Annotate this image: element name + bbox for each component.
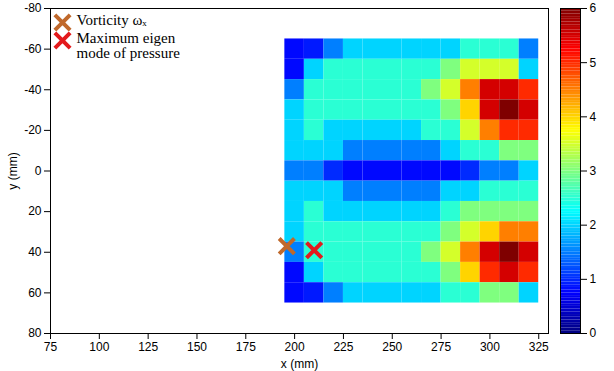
svg-text:225: 225 [333, 340, 353, 354]
svg-text:6: 6 [590, 1, 597, 15]
svg-text:125: 125 [138, 340, 158, 354]
svg-text:y (mm): y (mm) [6, 152, 20, 189]
svg-text:200: 200 [285, 340, 305, 354]
svg-text:2: 2 [590, 218, 597, 232]
svg-text:4: 4 [590, 110, 597, 124]
svg-text:300: 300 [480, 340, 500, 354]
svg-text:250: 250 [382, 340, 402, 354]
svg-text:3: 3 [590, 164, 597, 178]
svg-text:5: 5 [590, 56, 597, 70]
svg-text:40: 40 [28, 245, 42, 259]
svg-text:Maximum eigenmode of pressure: Maximum eigenmode of pressure [77, 30, 181, 61]
svg-text:0: 0 [35, 164, 42, 178]
svg-text:0: 0 [590, 326, 597, 340]
svg-text:175: 175 [236, 340, 256, 354]
svg-text:1: 1 [590, 272, 597, 286]
svg-text:-20: -20 [24, 123, 42, 137]
svg-text:Vorticity ωₓ: Vorticity ωₓ [77, 12, 148, 28]
svg-text:x (mm): x (mm) [281, 357, 318, 371]
svg-text:275: 275 [431, 340, 451, 354]
svg-text:-40: -40 [24, 83, 42, 97]
svg-text:100: 100 [89, 340, 109, 354]
svg-text:75: 75 [44, 340, 58, 354]
svg-text:-60: -60 [24, 42, 42, 56]
svg-text:80: 80 [28, 326, 42, 340]
svg-text:20: 20 [28, 204, 42, 218]
svg-text:-80: -80 [24, 1, 42, 15]
svg-text:60: 60 [28, 286, 42, 300]
svg-text:150: 150 [187, 340, 207, 354]
svg-text:325: 325 [529, 340, 549, 354]
